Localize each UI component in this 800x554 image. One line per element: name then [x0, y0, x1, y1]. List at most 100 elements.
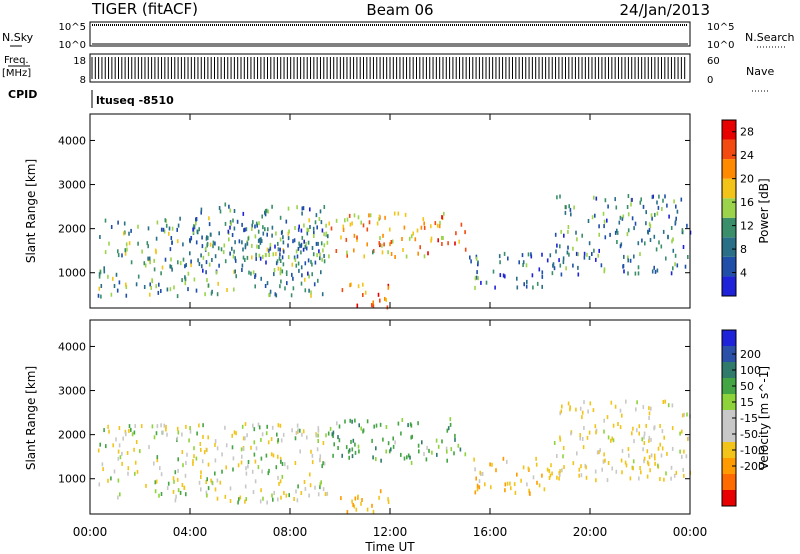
- range-gate-cell: [315, 241, 318, 246]
- range-gate-cell: [404, 212, 407, 217]
- range-gate-cell: [237, 463, 240, 468]
- range-gate-cell: [153, 461, 155, 466]
- range-gate-cell: [207, 462, 210, 467]
- range-gate-cell: [265, 208, 268, 213]
- range-gate-cell: [267, 227, 269, 232]
- range-gate-cell: [353, 248, 355, 253]
- range-gate-cell: [596, 450, 599, 455]
- range-gate-cell: [446, 449, 448, 454]
- power-y-axis: 1000 2000 3000 4000: [58, 134, 690, 280]
- range-gate-cell: [277, 475, 279, 480]
- range-gate-cell: [346, 253, 348, 258]
- range-gate-cell: [254, 459, 257, 464]
- range-gate-cell: [356, 238, 358, 243]
- range-gate-cell: [499, 273, 502, 278]
- range-gate-cell: [340, 496, 342, 501]
- range-gate-cell: [273, 268, 276, 272]
- range-gate-cell: [602, 459, 605, 464]
- range-gate-cell: [316, 447, 319, 452]
- range-gate-cell: [504, 488, 506, 493]
- range-gate-cell: [346, 217, 349, 222]
- range-gate-cell: [103, 269, 106, 274]
- range-gate-cell: [506, 481, 509, 486]
- range-gate-cell: [595, 430, 597, 435]
- range-gate-cell: [340, 235, 342, 240]
- range-gate-cell: [241, 263, 244, 268]
- range-gate-cell: [200, 470, 202, 475]
- range-gate-cell: [260, 437, 262, 442]
- range-gate-cell: [441, 242, 443, 246]
- range-gate-cell: [281, 255, 284, 260]
- range-gate-cell: [650, 213, 653, 218]
- range-gate-cell: [288, 229, 290, 234]
- range-gate-cell: [379, 422, 382, 427]
- range-gate-cell: [437, 238, 439, 243]
- range-gate-cell: [203, 450, 206, 455]
- range-gate-cell: [447, 241, 449, 246]
- range-gate-cell: [567, 229, 569, 234]
- range-gate-cell: [659, 477, 661, 481]
- x-tick-label: 00:00: [673, 525, 708, 539]
- range-gate-cell: [217, 246, 220, 251]
- range-gate-cell: [287, 206, 290, 211]
- range-gate-cell: [266, 232, 268, 237]
- range-gate-cell: [160, 423, 162, 428]
- range-gate-cell: [110, 476, 112, 481]
- range-gate-cell: [276, 259, 279, 264]
- range-gate-cell: [184, 277, 187, 282]
- range-gate-cell: [202, 434, 204, 439]
- range-gate-cell: [201, 264, 203, 269]
- range-gate-cell: [133, 430, 136, 435]
- range-gate-cell: [614, 230, 617, 235]
- range-gate-cell: [295, 263, 298, 268]
- range-gate-cell: [155, 479, 158, 484]
- range-gate-cell: [279, 456, 282, 461]
- range-gate-cell: [229, 225, 231, 230]
- range-gate-cell: [555, 249, 557, 254]
- range-gate-cell: [626, 205, 629, 209]
- range-gate-cell: [614, 404, 617, 409]
- range-gate-cell: [162, 227, 165, 232]
- range-gate-cell: [302, 247, 305, 252]
- velocity-x-axis-ticks: [89, 320, 691, 514]
- range-gate-cell: [113, 284, 116, 288]
- range-gate-cell: [438, 224, 441, 229]
- range-gate-cell: [447, 426, 450, 431]
- range-gate-cell: [326, 240, 329, 245]
- range-gate-cell: [567, 401, 570, 406]
- range-gate-cell: [559, 469, 561, 474]
- range-gate-cell: [389, 449, 391, 454]
- range-gate-cell: [279, 271, 282, 276]
- range-gate-cell: [594, 213, 596, 218]
- range-gate-cell: [312, 226, 315, 231]
- range-gate-cell: [314, 260, 317, 265]
- range-gate-cell: [287, 231, 290, 236]
- range-gate-cell: [470, 259, 472, 264]
- range-gate-cell: [158, 493, 160, 498]
- range-gate-cell: [655, 247, 658, 252]
- range-gate-cell: [117, 478, 120, 483]
- range-gate-cell: [454, 433, 456, 438]
- range-gate-cell: [572, 246, 574, 251]
- range-gate-cell: [682, 245, 685, 249]
- range-gate-cell: [170, 257, 172, 262]
- range-gate-cell: [616, 228, 618, 233]
- range-gate-cell: [562, 260, 565, 265]
- range-gate-cell: [323, 205, 326, 209]
- range-gate-cell: [251, 469, 254, 474]
- range-gate-cell: [588, 256, 591, 260]
- range-gate-cell: [271, 425, 274, 430]
- range-gate-cell: [232, 218, 234, 223]
- range-gate-cell: [565, 205, 567, 210]
- range-gate-cell: [211, 258, 213, 262]
- range-gate-cell: [190, 236, 193, 241]
- nsky-tick-bottom: 10^0: [59, 40, 86, 51]
- range-gate-cell: [561, 468, 563, 473]
- range-gate-cell: [581, 415, 583, 420]
- beam-title: Beam 06: [366, 1, 433, 19]
- range-gate-cell: [446, 458, 448, 463]
- range-gate-cell: [588, 430, 591, 435]
- range-gate-cell: [642, 204, 645, 209]
- range-gate-cell: [245, 227, 248, 232]
- range-gate-cell: [242, 255, 245, 260]
